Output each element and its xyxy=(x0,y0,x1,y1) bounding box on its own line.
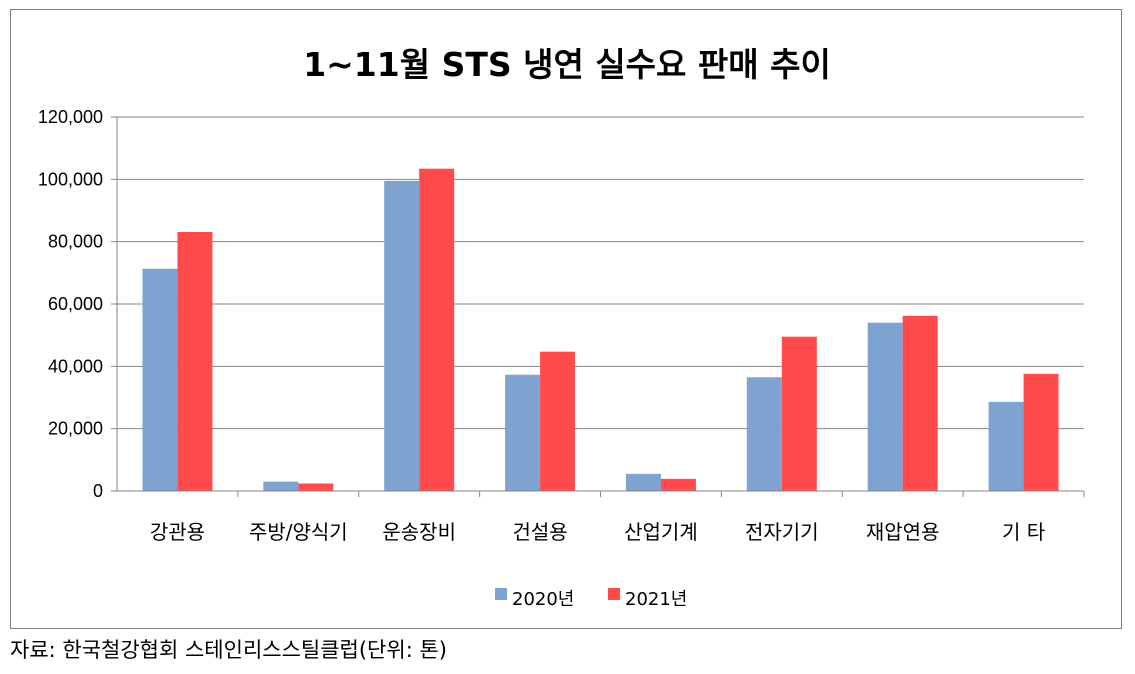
x-category-label: 강관용 xyxy=(150,520,205,544)
legend: 2020년 2021년 xyxy=(495,588,687,610)
x-category-label: 기 타 xyxy=(1002,520,1045,544)
chart-title: 1~11월 STS 냉연 실수요 판매 추이 xyxy=(303,45,831,84)
y-tick-label: 120,000 xyxy=(38,107,103,127)
bar-2021 xyxy=(540,351,576,491)
y-tick-label: 80,000 xyxy=(48,232,103,252)
x-category-label: 운송장비 xyxy=(382,520,456,544)
source-note: 자료: 한국철강협회 스테인리스스틸클럽(단위: 톤) xyxy=(10,638,447,662)
x-category-label: 전자기기 xyxy=(745,520,819,544)
legend-swatch xyxy=(495,588,507,600)
y-tick-label: 60,000 xyxy=(48,294,103,314)
bar-2021 xyxy=(177,232,213,491)
y-tick-label: 100,000 xyxy=(38,169,103,189)
legend-label: 2020년 xyxy=(512,589,574,610)
y-axis-tick-labels: 0 20,000 40,000 60,000 80,000 100,000 120,000 xyxy=(38,107,103,501)
bars xyxy=(142,168,1059,491)
bar-2021 xyxy=(902,315,938,491)
bar-2020 xyxy=(746,377,782,491)
y-tick-label: 20,000 xyxy=(48,419,103,439)
y-tick-label: 40,000 xyxy=(48,356,103,376)
bar-2020 xyxy=(505,374,541,491)
bar-2021 xyxy=(298,483,334,491)
bar-2021 xyxy=(1023,373,1059,491)
bar-2020 xyxy=(625,473,661,491)
chart-frame: 1~11월 STS 냉연 실수요 판매 추이 0 20,000 40,000 60,0… xyxy=(10,9,1122,629)
gridlines xyxy=(111,116,1084,492)
x-axis-category-labels: 강관용 주방/양식기 운송장비 건설용 산업기계 전자기기 재압연용 기 타 xyxy=(150,491,1085,544)
x-category-label: 산업기계 xyxy=(624,520,698,544)
bar-2021 xyxy=(781,336,817,491)
bar-2020 xyxy=(988,401,1024,491)
legend-swatch xyxy=(608,588,620,600)
bar-2020 xyxy=(142,268,178,491)
x-category-label: 건설용 xyxy=(512,520,567,544)
bar-2021 xyxy=(660,478,696,491)
bar-2020 xyxy=(384,180,420,491)
bar-2021 xyxy=(419,168,455,491)
bar-chart: 1~11월 STS 냉연 실수요 판매 추이 0 20,000 40,000 60,0… xyxy=(38,45,1085,610)
x-category-label: 재압연용 xyxy=(866,520,940,544)
x-category-label: 주방/양식기 xyxy=(249,520,348,544)
bar-2020 xyxy=(263,481,299,491)
bar-2020 xyxy=(867,322,903,491)
y-tick-label: 0 xyxy=(93,481,103,501)
legend-label: 2021년 xyxy=(625,589,687,610)
